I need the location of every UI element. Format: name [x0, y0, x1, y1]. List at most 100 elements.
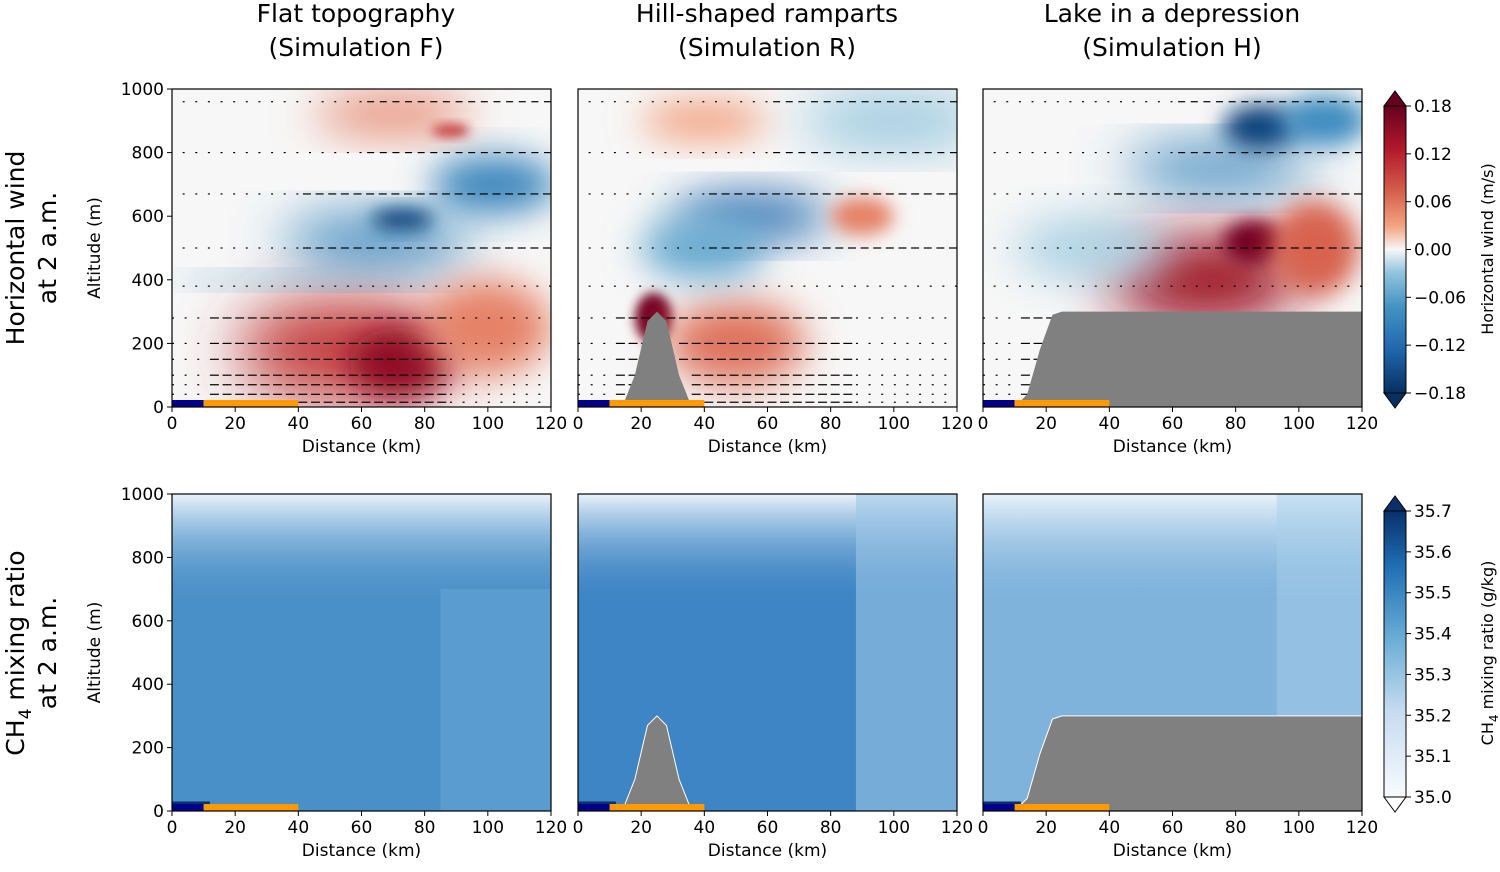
- col-title-R-line1: Hill-shaped ramparts: [636, 0, 898, 28]
- y-tick-label: 600: [132, 612, 164, 632]
- colorbar-tick-label: 35.5: [1414, 584, 1452, 604]
- col-title-H-line2: (Simulation H): [1082, 33, 1261, 62]
- shore-bar: [609, 804, 705, 811]
- field: [578, 494, 957, 811]
- colorbar-tick-label: 35.2: [1414, 706, 1452, 726]
- x-tick-label: 0: [167, 818, 178, 838]
- colorbar-ch4-gradient: [1383, 510, 1407, 798]
- x-tick-label: 60: [1162, 818, 1184, 838]
- panel-wind-F: 0 20 40 60 80 100 120 Distance (km) 0 200 400 600 80…: [85, 80, 567, 457]
- wind-blob: [1014, 216, 1173, 280]
- terrain: [578, 311, 957, 407]
- colorbar-tick-label: 35.4: [1414, 625, 1452, 645]
- col-title-F-line2: (Simulation F): [269, 33, 444, 62]
- x-tick-label: 40: [1099, 414, 1121, 434]
- x-axis-label: Distance (km): [1113, 841, 1232, 861]
- colorbar-tick-label: −0.18: [1414, 384, 1466, 404]
- colorbar-ch4-ticks: 35.7 35.6 35.5 35.4 35.3 35.2 35.1 35.0: [1406, 502, 1452, 808]
- wind-blob: [314, 95, 473, 134]
- x-tick-label: 20: [1035, 414, 1057, 434]
- wind-vectors: [983, 101, 1362, 403]
- lake-bar: [578, 400, 610, 407]
- lake-bar: [578, 804, 610, 811]
- wind-blob: [641, 101, 768, 140]
- x-axis-label: Distance (km): [302, 841, 421, 861]
- x-tick-label: 40: [694, 414, 716, 434]
- row-label-ch4-line2: at 2 a.m.: [33, 597, 62, 710]
- panel-ch4-R: 0 20 40 60 80 100 120 Distance (km): [573, 493, 973, 861]
- x-tick-label: 0: [167, 414, 178, 434]
- colorbar-ch4-extend-bottom: [1383, 796, 1407, 813]
- shore-bar: [1014, 804, 1110, 811]
- x-tick-label: 80: [1225, 414, 1247, 434]
- x-tick-label: 100: [472, 414, 504, 434]
- wind-blob: [830, 197, 894, 236]
- colorbar-wind-label: Horizontal wind (m/s): [1478, 163, 1497, 335]
- panel-ch4-H: 0 20 40 60 80 100 120 Distance (km): [978, 493, 1378, 861]
- terrain: [578, 715, 957, 811]
- y-tick-label: 0: [153, 802, 164, 822]
- x-tick-label: 20: [630, 818, 652, 838]
- wind-blob: [1279, 95, 1362, 147]
- panel-ch4-F: 0 20 40 60 80 100 120 Distance (km) 0 200 400 600 80…: [85, 485, 567, 861]
- x-axis-label: Distance (km): [1113, 437, 1232, 457]
- col-title-F-line1: Flat topography: [257, 0, 456, 28]
- wind-blob: [1125, 146, 1315, 191]
- field: [172, 494, 551, 811]
- x-tick-label: 0: [978, 818, 989, 838]
- shore-bar: [203, 400, 299, 407]
- field: [983, 89, 1362, 407]
- colorbar-tick-label: 0.00: [1414, 241, 1452, 261]
- x-tick-label: 20: [1035, 818, 1057, 838]
- colorbar-wind-gradient: [1383, 105, 1407, 394]
- lake-bar: [983, 400, 1015, 407]
- x-axis-label: Distance (km): [708, 841, 827, 861]
- lake-bar: [172, 400, 204, 407]
- colorbar-tick-label: 35.3: [1414, 665, 1452, 685]
- x-tick-label: 120: [1346, 818, 1378, 838]
- x-tick-label: 0: [573, 414, 584, 434]
- ch4-region: [855, 494, 957, 811]
- y-tick-label: 400: [132, 675, 164, 695]
- y-axis-label: Altitude (m): [85, 602, 105, 704]
- x-tick-label: 120: [1346, 414, 1378, 434]
- colorbar-wind-ticks: 0.18 0.12 0.06 0.00 −0.06 −0.12 −0.18: [1406, 97, 1466, 404]
- colorbar-tick-label: 0.18: [1414, 97, 1452, 117]
- x-tick-label: 60: [351, 414, 373, 434]
- x-tick-label: 80: [414, 414, 436, 434]
- x-tick-label: 60: [1162, 414, 1184, 434]
- x-axis-label: Distance (km): [302, 437, 421, 457]
- x-tick-label: 40: [1099, 818, 1121, 838]
- wind-blob: [1223, 219, 1287, 264]
- wind-blob: [424, 279, 551, 376]
- x-tick-label: 100: [1283, 818, 1315, 838]
- colorbar-tick-label: 35.7: [1414, 502, 1452, 522]
- ch4-region: [440, 589, 551, 811]
- x-tick-label: 40: [288, 818, 310, 838]
- y-tick-label: 200: [132, 739, 164, 759]
- colorbar-tick-label: 35.0: [1414, 788, 1452, 808]
- x-tick-label: 60: [757, 414, 779, 434]
- x-tick-label: 40: [288, 414, 310, 434]
- row-label-ch4-line1: CH4 mixing ratio: [1, 550, 36, 755]
- row-label-wind-line2: at 2 a.m.: [33, 192, 62, 305]
- x-tick-label: 0: [573, 818, 584, 838]
- wind-blob: [282, 216, 473, 268]
- wind-blob: [172, 273, 362, 287]
- x-tick-label: 40: [694, 818, 716, 838]
- row-labels: Horizontal wind at 2 a.m. CH4 mixing rat…: [1, 151, 62, 756]
- colorbar-wind-extend-top: [1383, 90, 1407, 107]
- colorbar-ch4: 35.7 35.6 35.5 35.4 35.3 35.2 35.1 35.0 CH4 mix…: [1383, 495, 1500, 813]
- x-tick-label: 20: [224, 818, 246, 838]
- row-label-wind-line1: Horizontal wind: [1, 151, 30, 346]
- wind-blob: [370, 208, 435, 231]
- colorbar-tick-label: 35.1: [1414, 747, 1452, 767]
- x-tick-label: 120: [535, 818, 567, 838]
- colorbar-ch4-extend-top: [1383, 495, 1407, 512]
- x-tick-label: 20: [224, 414, 246, 434]
- colorbar-ch4-label: CH4 mixing ratio (g/kg): [1478, 561, 1500, 746]
- lake-bar: [983, 804, 1015, 811]
- x-tick-label: 80: [820, 818, 842, 838]
